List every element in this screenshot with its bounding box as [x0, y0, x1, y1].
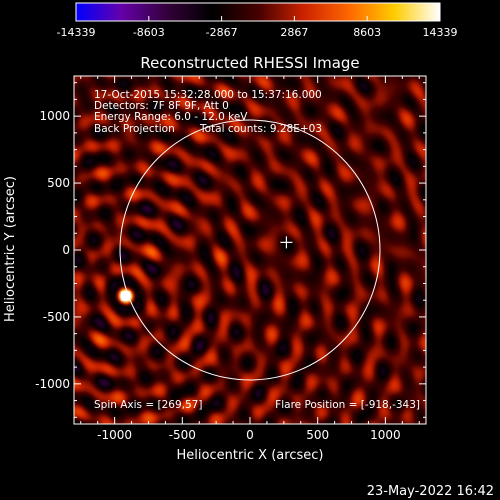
y-tick-label: 0	[62, 243, 70, 257]
footer-date: 23-May-2022 16:42	[367, 484, 494, 499]
colorbar-tick-labels: -14339 -8603 -2867 2867 8603 14339	[57, 26, 458, 39]
spin-axis-text: Spin Axis = [269,57]	[94, 399, 202, 411]
x-axis-label: Heliocentric X (arcsec)	[177, 448, 324, 463]
flare-source-marker	[121, 291, 131, 301]
y-tick-label: 500	[47, 176, 70, 190]
x-tick-label: 1000	[370, 428, 401, 442]
annotation-total-counts: Total counts: 9.28E+03	[199, 123, 322, 135]
y-tick-label: -1000	[35, 377, 70, 391]
colorbar-tick-label: -2867	[206, 26, 238, 39]
y-tick-label: 1000	[39, 109, 70, 123]
back-projection-image	[74, 76, 426, 424]
colorbar-frame	[75, 2, 441, 22]
x-tick-label: 0	[246, 428, 254, 442]
flare-position-text: Flare Position = [-918,-343]	[275, 399, 420, 411]
x-tick-label: -500	[169, 428, 196, 442]
x-axis-ticks	[80, 76, 420, 424]
chart-title: Reconstructed RHESSI Image	[140, 54, 359, 72]
x-tick-label: 500	[306, 428, 329, 442]
heatmap-image	[74, 76, 426, 424]
spin-axis-marker	[280, 236, 293, 249]
y-axis-label: Heliocentric Y (arcsec)	[3, 176, 18, 322]
x-tick-label: -1000	[97, 428, 132, 442]
solar-limb-circle	[119, 119, 381, 381]
colorbar-tick-label: -8603	[133, 26, 165, 39]
x-axis-tick-labels: -1000 -500 0 500 1000	[97, 428, 400, 442]
colorbar-tick-label: -14339	[57, 26, 96, 39]
colorbar	[76, 3, 440, 21]
annotation-block: 17-Oct-2015 15:32:28.000 to 15:37:16.000…	[94, 89, 322, 135]
colorbar-tick-label: 2867	[280, 26, 308, 39]
colorbar-tick-label: 14339	[423, 26, 458, 39]
y-axis-ticks	[74, 82, 426, 418]
colorbar-ticks	[75, 2, 441, 22]
annotation-method: Back Projection	[94, 123, 175, 135]
y-axis-tick-labels: 1000 500 0 -500 -1000	[35, 109, 70, 391]
flare-box	[121, 291, 131, 301]
y-tick-label: -500	[43, 310, 70, 324]
annotation-detectors: Detectors: 7F 8F 9F, Att 0	[94, 100, 229, 112]
annotation-time-range: 17-Oct-2015 15:32:28.000 to 15:37:16.000	[94, 89, 322, 101]
colorbar-tick-label: 8603	[353, 26, 381, 39]
annotation-energy-range: Energy Range: 6.0 - 12.0 keV	[94, 111, 248, 123]
plot-area	[74, 76, 426, 424]
